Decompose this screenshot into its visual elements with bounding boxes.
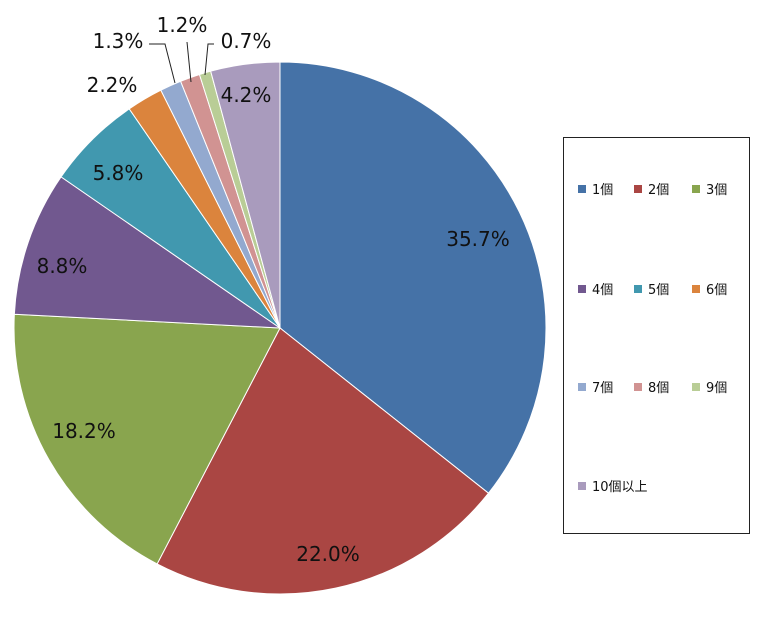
legend-label: 7個: [592, 381, 614, 396]
legend-label: 4個: [592, 283, 614, 298]
data-label-9: 0.7%: [221, 29, 272, 53]
pie-slice-10: [210, 61, 281, 329]
legend-swatch: [692, 382, 700, 391]
data-label-2: 22.0%: [296, 542, 360, 566]
data-label-7: 1.3%: [93, 29, 144, 53]
legend-item-10: 10個以上: [578, 476, 648, 495]
legend-label: 8個: [648, 381, 670, 396]
data-label-10: 4.2%: [221, 83, 272, 107]
pie-slice-1: [279, 61, 547, 494]
legend-item-4: 4個: [578, 279, 613, 298]
pie-slice-4: [13, 176, 282, 329]
legend-label: 1個: [592, 183, 614, 198]
legend-item-9: 9個: [692, 377, 727, 396]
legend-label: 9個: [706, 381, 728, 396]
legend-item-6: 6個: [692, 279, 727, 298]
legend-swatch: [578, 184, 586, 193]
data-label-3: 18.2%: [52, 419, 116, 443]
data-label-6: 2.2%: [87, 73, 138, 97]
legend-swatch: [634, 382, 642, 391]
legend-swatch: [634, 284, 642, 293]
data-label-8: 1.2%: [157, 13, 208, 37]
legend-label: 3個: [706, 183, 728, 198]
legend-label: 2個: [648, 183, 670, 198]
legend-label: 10個以上: [592, 480, 648, 495]
legend-item-2: 2個: [634, 179, 669, 198]
legend-swatch: [692, 284, 700, 293]
data-label-5: 5.8%: [93, 161, 144, 185]
pie-slice-3: [13, 313, 281, 565]
legend-swatch: [578, 481, 586, 490]
data-label-1: 35.7%: [446, 227, 510, 251]
legend-swatch: [692, 184, 700, 193]
legend-item-5: 5個: [634, 279, 669, 298]
leader-line-8: [186, 41, 192, 83]
pie-slice-2: [156, 327, 490, 595]
legend-swatch: [578, 284, 586, 293]
legend-swatch: [578, 382, 586, 391]
leader-line-9: [204, 43, 214, 76]
legend-item-8: 8個: [634, 377, 669, 396]
legend: 1個 2個 3個 4個 5個 6個 7個 8個 9個 10個以上: [563, 137, 750, 534]
leader-line-7: [149, 43, 176, 84]
legend-swatch: [634, 184, 642, 193]
legend-item-1: 1個: [578, 179, 613, 198]
data-label-4: 8.8%: [37, 254, 88, 278]
legend-item-3: 3個: [692, 179, 727, 198]
legend-label: 5個: [648, 283, 670, 298]
legend-item-7: 7個: [578, 377, 613, 396]
legend-label: 6個: [706, 283, 728, 298]
